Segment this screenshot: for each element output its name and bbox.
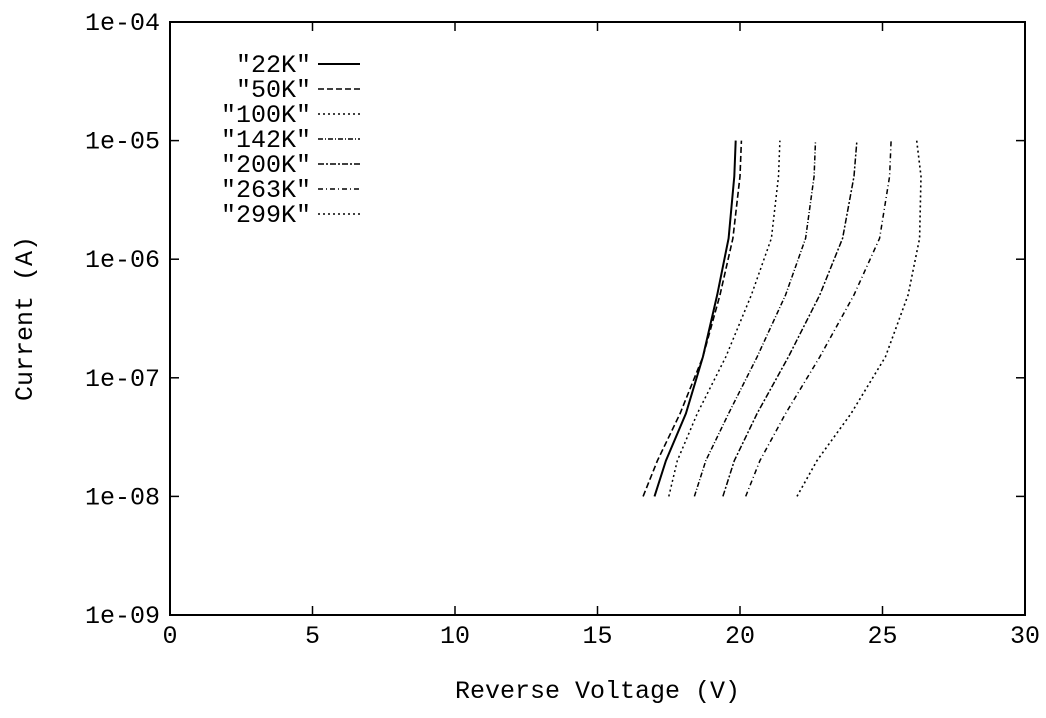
legend-label: "299K" bbox=[221, 201, 311, 230]
x-tick-label: 20 bbox=[725, 622, 755, 651]
legend-label: "22K" bbox=[236, 51, 311, 80]
series-line bbox=[653, 140, 737, 497]
legend-label: "50K" bbox=[236, 76, 311, 105]
legend-label: "142K" bbox=[221, 126, 311, 155]
y-tick-label: 1e-08 bbox=[85, 483, 160, 512]
y-tick-label: 1e-07 bbox=[85, 365, 160, 394]
y-axis-title: Current (A) bbox=[11, 236, 40, 401]
y-tick-label: 1e-04 bbox=[85, 9, 160, 38]
legend-label: "100K" bbox=[221, 101, 311, 130]
y-tick-label: 1e-06 bbox=[85, 246, 160, 275]
x-axis-title: Reverse Voltage (V) bbox=[455, 677, 740, 706]
x-tick-label: 30 bbox=[1010, 622, 1040, 651]
x-tick-label: 0 bbox=[162, 622, 177, 651]
x-tick-label: 10 bbox=[440, 622, 470, 651]
x-tick-label: 5 bbox=[305, 622, 320, 651]
series-line bbox=[796, 140, 922, 497]
x-tick-label: 15 bbox=[582, 622, 612, 651]
series-line bbox=[642, 140, 743, 497]
series-line bbox=[693, 140, 817, 497]
y-tick-label: 1e-09 bbox=[85, 602, 160, 631]
x-tick-label: 25 bbox=[867, 622, 897, 651]
x-axis-ticks: 0 5 10 15 20 25 30 bbox=[162, 22, 1040, 651]
legend-label: "200K" bbox=[221, 151, 311, 180]
series-line bbox=[745, 140, 892, 497]
legend: "22K""50K""100K""142K""200K""263K""299K" bbox=[221, 51, 360, 230]
series-line bbox=[722, 140, 858, 497]
y-axis-ticks: 1e-09 1e-08 1e-07 1e-06 1e-05 1e-04 bbox=[85, 9, 1025, 631]
series-line bbox=[668, 140, 781, 497]
y-tick-label: 1e-05 bbox=[85, 128, 160, 157]
series-lines bbox=[642, 140, 922, 497]
legend-label: "263K" bbox=[221, 176, 311, 205]
